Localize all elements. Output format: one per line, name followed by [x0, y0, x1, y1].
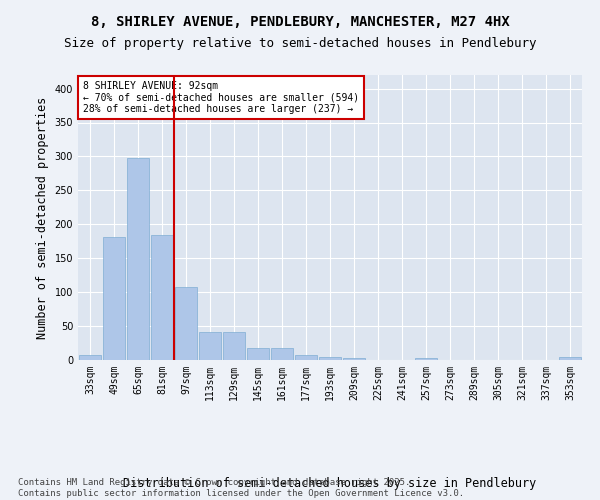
- Bar: [559, 358, 581, 360]
- Bar: [247, 348, 269, 360]
- Bar: [199, 332, 221, 360]
- Bar: [79, 355, 101, 360]
- Text: 8, SHIRLEY AVENUE, PENDLEBURY, MANCHESTER, M27 4HX: 8, SHIRLEY AVENUE, PENDLEBURY, MANCHESTE…: [91, 15, 509, 29]
- Bar: [175, 286, 197, 360]
- Bar: [223, 332, 245, 360]
- Bar: [319, 356, 341, 360]
- Bar: [151, 235, 173, 360]
- Text: Size of property relative to semi-detached houses in Pendlebury: Size of property relative to semi-detach…: [64, 38, 536, 51]
- Bar: [271, 348, 293, 360]
- X-axis label: Distribution of semi-detached houses by size in Pendlebury: Distribution of semi-detached houses by …: [124, 476, 536, 490]
- Y-axis label: Number of semi-detached properties: Number of semi-detached properties: [36, 96, 49, 338]
- Bar: [127, 158, 149, 360]
- Bar: [103, 237, 125, 360]
- Bar: [343, 358, 365, 360]
- Bar: [415, 358, 437, 360]
- Text: 8 SHIRLEY AVENUE: 92sqm
← 70% of semi-detached houses are smaller (594)
28% of s: 8 SHIRLEY AVENUE: 92sqm ← 70% of semi-de…: [83, 80, 359, 114]
- Bar: [295, 355, 317, 360]
- Text: Contains HM Land Registry data © Crown copyright and database right 2025.
Contai: Contains HM Land Registry data © Crown c…: [18, 478, 464, 498]
